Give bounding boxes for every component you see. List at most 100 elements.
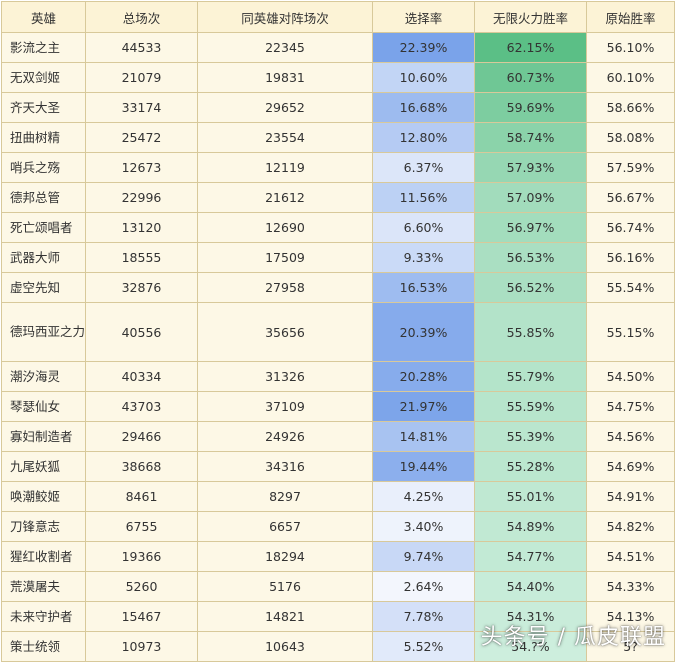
urf-winrate-cell: 56.97% bbox=[474, 212, 587, 243]
hero-cell: 扭曲树精 bbox=[1, 122, 86, 153]
same-cell: 17509 bbox=[197, 242, 373, 273]
hero-cell: 刀锋意志 bbox=[1, 511, 86, 542]
header-wr: 无限火力胜率 bbox=[474, 1, 587, 33]
table-row: 九尾妖狐 38668 34316 19.44% 55.28% 54.69% bbox=[1, 451, 675, 482]
total-cell: 44533 bbox=[85, 32, 198, 63]
total-cell: 38668 bbox=[85, 451, 198, 482]
same-cell: 35656 bbox=[197, 302, 373, 362]
same-cell: 10643 bbox=[197, 631, 373, 662]
orig-winrate-cell: 60.10% bbox=[586, 62, 675, 93]
total-cell: 43703 bbox=[85, 391, 198, 422]
same-cell: 31326 bbox=[197, 361, 373, 392]
hero-cell: 寡妇制造者 bbox=[1, 421, 86, 452]
header-pick: 选择率 bbox=[372, 1, 475, 33]
same-cell: 27958 bbox=[197, 272, 373, 303]
same-cell: 12690 bbox=[197, 212, 373, 243]
watermark: 头条号 / 瓜皮联盟 bbox=[480, 625, 666, 650]
table-row: 潮汐海灵 40334 31326 20.28% 55.79% 54.50% bbox=[1, 361, 675, 392]
pick-rate-cell: 19.44% bbox=[372, 451, 475, 482]
same-cell: 14821 bbox=[197, 601, 373, 632]
pick-rate-cell: 3.40% bbox=[372, 511, 475, 542]
hero-cell: 策士统领 bbox=[1, 631, 86, 662]
hero-cell: 虚空先知 bbox=[1, 272, 86, 303]
orig-winrate-cell: 56.67% bbox=[586, 182, 675, 213]
pick-rate-cell: 6.37% bbox=[372, 152, 475, 183]
header-row: 英雄 总场次 同英雄对阵场次 选择率 无限火力胜率 原始胜率 bbox=[1, 1, 675, 33]
pick-rate-cell: 2.64% bbox=[372, 571, 475, 602]
orig-winrate-cell: 54.82% bbox=[586, 511, 675, 542]
hero-cell: 琴瑟仙女 bbox=[1, 391, 86, 422]
table-row: 荒漠屠夫 5260 5176 2.64% 54.40% 54.33% bbox=[1, 571, 675, 602]
table-row: 猩红收割者 19366 18294 9.74% 54.77% 54.51% bbox=[1, 541, 675, 572]
table-row: 寡妇制造者 29466 24926 14.81% 55.39% 54.56% bbox=[1, 421, 675, 452]
pick-rate-cell: 12.80% bbox=[372, 122, 475, 153]
orig-winrate-cell: 56.10% bbox=[586, 32, 675, 63]
orig-winrate-cell: 54.75% bbox=[586, 391, 675, 422]
pick-rate-cell: 11.56% bbox=[372, 182, 475, 213]
table-row: 刀锋意志 6755 6657 3.40% 54.89% 54.82% bbox=[1, 511, 675, 542]
hero-cell: 唤潮鲛姬 bbox=[1, 481, 86, 512]
urf-winrate-cell: 56.53% bbox=[474, 242, 587, 273]
total-cell: 12673 bbox=[85, 152, 198, 183]
table-row: 影流之主 44533 22345 22.39% 62.15% 56.10% bbox=[1, 32, 675, 63]
hero-cell: 武器大师 bbox=[1, 242, 86, 273]
header-orig: 原始胜率 bbox=[586, 1, 675, 33]
table-row: 琴瑟仙女 43703 37109 21.97% 55.59% 54.75% bbox=[1, 391, 675, 422]
hero-cell: 猩红收割者 bbox=[1, 541, 86, 572]
total-cell: 15467 bbox=[85, 601, 198, 632]
hero-cell: 齐天大圣 bbox=[1, 92, 86, 123]
total-cell: 10973 bbox=[85, 631, 198, 662]
hero-cell: 潮汐海灵 bbox=[1, 361, 86, 392]
orig-winrate-cell: 54.91% bbox=[586, 481, 675, 512]
pick-rate-cell: 20.39% bbox=[372, 302, 475, 362]
table-row: 哨兵之殇 12673 12119 6.37% 57.93% 57.59% bbox=[1, 152, 675, 183]
pick-rate-cell: 9.74% bbox=[372, 541, 475, 572]
header-hero: 英雄 bbox=[1, 1, 86, 33]
same-cell: 24926 bbox=[197, 421, 373, 452]
urf-winrate-cell: 55.01% bbox=[474, 481, 587, 512]
urf-winrate-cell: 55.39% bbox=[474, 421, 587, 452]
pick-rate-cell: 10.60% bbox=[372, 62, 475, 93]
orig-winrate-cell: 58.66% bbox=[586, 92, 675, 123]
same-cell: 37109 bbox=[197, 391, 373, 422]
urf-winrate-cell: 62.15% bbox=[474, 32, 587, 63]
urf-winrate-cell: 57.93% bbox=[474, 152, 587, 183]
table-row: 死亡颂唱者 13120 12690 6.60% 56.97% 56.74% bbox=[1, 212, 675, 243]
urf-winrate-cell: 54.31% bbox=[474, 601, 587, 632]
urf-winrate-cell: 58.74% bbox=[474, 122, 587, 153]
urf-winrate-cell: 54.77% bbox=[474, 541, 587, 572]
table-row: 武器大师 18555 17509 9.33% 56.53% 56.16% bbox=[1, 242, 675, 273]
total-cell: 19366 bbox=[85, 541, 198, 572]
orig-winrate-cell: 54.69% bbox=[586, 451, 675, 482]
total-cell: 13120 bbox=[85, 212, 198, 243]
table-row: 未来守护者 15467 14821 7.78% 54.31% 54.13% bbox=[1, 601, 675, 632]
same-cell: 22345 bbox=[197, 32, 373, 63]
urf-winrate-cell: 57.09% bbox=[474, 182, 587, 213]
orig-winrate-cell: 54.56% bbox=[586, 421, 675, 452]
same-cell: 34316 bbox=[197, 451, 373, 482]
orig-winrate-cell: 55.15% bbox=[586, 302, 675, 362]
urf-winrate-cell: 56.52% bbox=[474, 272, 587, 303]
urf-winrate-cell: 55.85% bbox=[474, 302, 587, 362]
total-cell: 8461 bbox=[85, 481, 198, 512]
header-total: 总场次 bbox=[85, 1, 198, 33]
total-cell: 32876 bbox=[85, 272, 198, 303]
hero-cell: 德邦总管 bbox=[1, 182, 86, 213]
urf-winrate-cell: 59.69% bbox=[474, 92, 587, 123]
total-cell: 33174 bbox=[85, 92, 198, 123]
urf-winrate-cell: 60.73% bbox=[474, 62, 587, 93]
total-cell: 40556 bbox=[85, 302, 198, 362]
pick-rate-cell: 16.53% bbox=[372, 272, 475, 303]
same-cell: 12119 bbox=[197, 152, 373, 183]
urf-winrate-cell: 55.28% bbox=[474, 451, 587, 482]
pick-rate-cell: 6.60% bbox=[372, 212, 475, 243]
same-cell: 23554 bbox=[197, 122, 373, 153]
pick-rate-cell: 16.68% bbox=[372, 92, 475, 123]
pick-rate-cell: 14.81% bbox=[372, 421, 475, 452]
table-row: 唤潮鲛姬 8461 8297 4.25% 55.01% 54.91% bbox=[1, 481, 675, 512]
table-row: 虚空先知 32876 27958 16.53% 56.52% 55.54% bbox=[1, 272, 675, 303]
hero-cell: 九尾妖狐 bbox=[1, 451, 86, 482]
pick-rate-cell: 4.25% bbox=[372, 481, 475, 512]
total-cell: 5260 bbox=[85, 571, 198, 602]
